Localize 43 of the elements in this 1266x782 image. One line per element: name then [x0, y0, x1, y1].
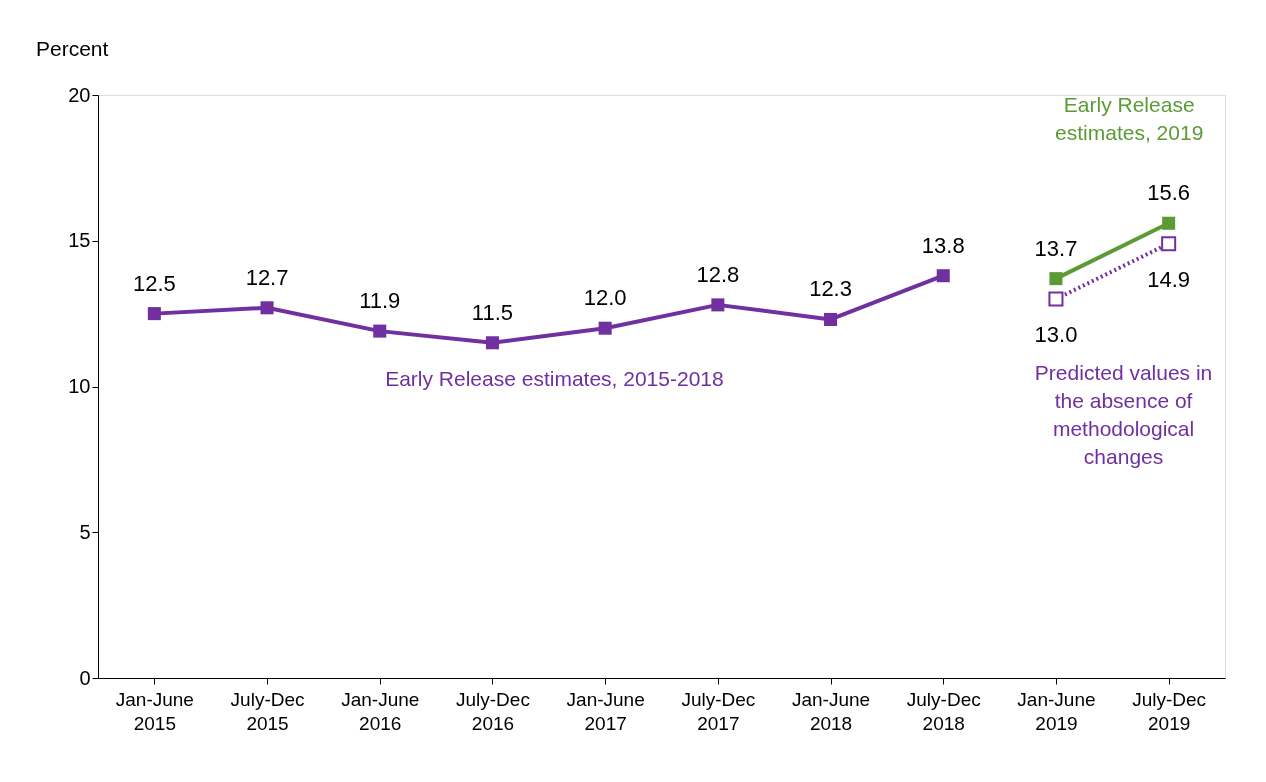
series-label: Early Release estimates, 2015-2018 — [385, 367, 724, 391]
point — [1049, 272, 1063, 286]
x-tick-label: Jan-June 2017 — [566, 688, 645, 734]
data-label: 13.0 — [1034, 322, 1078, 348]
point — [711, 298, 725, 312]
data-label: 13.8 — [921, 232, 965, 258]
data-label: 12.7 — [245, 264, 289, 290]
text: Predicted values in the absence of methodological changes — [1034, 361, 1213, 469]
point — [260, 301, 274, 315]
point — [1161, 236, 1177, 252]
y-axis-title: Percent — [36, 37, 109, 60]
point — [598, 321, 612, 335]
x-tick-label: July-Dec 2017 — [681, 688, 756, 734]
data-label: 15.6 — [1147, 180, 1191, 206]
y-tick-label: 10 — [68, 375, 91, 397]
data-label: 14.9 — [1147, 266, 1191, 292]
x-tick-label: Jan-June 2016 — [341, 688, 420, 734]
data-label: 11.9 — [359, 288, 401, 314]
data-label: 12.3 — [809, 276, 852, 302]
x-tick-label: Jan-June 2019 — [1017, 688, 1096, 734]
data-label: 11.5 — [471, 299, 514, 325]
y-tick-label: 20 — [68, 83, 91, 106]
y-tick-label: 5 — [79, 520, 91, 543]
x-tick-label: Jan-June 2015 — [115, 688, 194, 734]
data-label: 12.0 — [583, 285, 627, 311]
data-label: 12.5 — [132, 270, 176, 296]
x-tick-label: July-Dec 2018 — [906, 688, 981, 734]
point — [1048, 291, 1064, 307]
x-tick-label: July-Dec 2019 — [1132, 688, 1207, 734]
point — [1162, 216, 1176, 230]
point — [485, 336, 499, 350]
data-label: 13.7 — [1034, 235, 1078, 261]
point — [824, 312, 838, 326]
y-tick-label: 0 — [79, 666, 91, 689]
x-tick-label: July-Dec 2015 — [230, 688, 305, 734]
x-tick-label: July-Dec 2016 — [456, 688, 530, 734]
text: Early Release estimates, 2019 — [1055, 93, 1204, 144]
x-tick-label: Jan-June 2018 — [791, 688, 871, 734]
point — [936, 269, 950, 283]
y-tick-label: 15 — [68, 229, 91, 252]
point — [373, 324, 387, 338]
point — [147, 307, 161, 321]
data-label: 12.8 — [696, 261, 740, 287]
